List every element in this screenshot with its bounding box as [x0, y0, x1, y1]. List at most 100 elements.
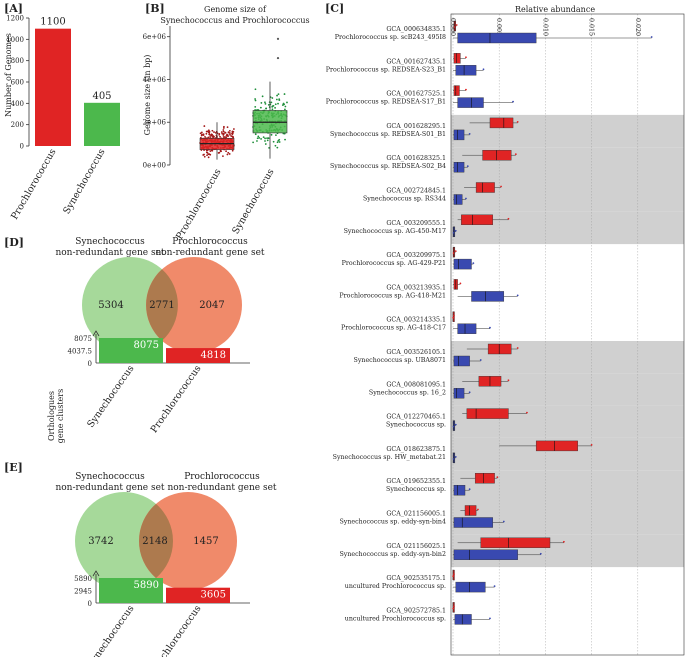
- panel-b-point-synechococcus: [260, 102, 263, 104]
- panel-e-set-b-title: Prochlorococcus: [184, 472, 260, 482]
- panel-b-xtick-label: Synechococcus: [230, 167, 276, 236]
- panel-c-point: [466, 220, 468, 222]
- panel-c-point: [465, 56, 467, 59]
- panel-c-point: [468, 133, 471, 135]
- panel-b-point-synechococcus: [264, 102, 267, 105]
- panel-c-point: [459, 282, 462, 285]
- panel-a-xtick-label: Synechococcus: [61, 147, 107, 216]
- panel-c-point: [454, 167, 457, 169]
- panel-b-point-synechococcus: [264, 137, 266, 140]
- panel-c-point: [502, 520, 505, 523]
- panel-b-point-synechococcus: [278, 141, 281, 143]
- panel-b-point-prochlorococcus: [233, 128, 235, 130]
- panel-c-xtick-label: 0.005: [495, 18, 502, 36]
- panel-b-ytick-label: 0e+00: [143, 162, 166, 170]
- panel-b-point-synechococcus: [264, 101, 266, 104]
- panel-c-point: [454, 90, 456, 93]
- panel-c-box-blue: [453, 194, 463, 205]
- panel-c-box-blue: [455, 65, 477, 76]
- panel-d-label: [D]: [4, 236, 24, 249]
- panel-c-box-blue: [455, 581, 486, 593]
- panel-b-point-synechococcus: [282, 102, 285, 105]
- panel-c-box-red: [466, 408, 509, 419]
- panel-d-set-a-title: Synechococcus: [75, 237, 145, 247]
- panel-c-point: [477, 296, 480, 299]
- panel-b-point-synechococcus: [284, 108, 286, 111]
- venn-bar-synechococcus: [99, 578, 163, 603]
- panel-c-point: [650, 36, 653, 38]
- panel-b-point-synechococcus: [271, 108, 274, 111]
- panel-c-frame: [450, 13, 685, 656]
- panel-c-box-blue: [454, 614, 472, 625]
- panel-b-point-synechococcus: [260, 138, 262, 140]
- panel-b-point-prochlorococcus: [207, 136, 210, 139]
- panel-c-point: [461, 587, 464, 589]
- venn-bars-ytick-label: 0: [88, 360, 92, 368]
- panel-c-genome-name: Prochlorococcus sp. REDSEA-S17_B1: [326, 99, 446, 106]
- panel-c-point: [452, 232, 455, 234]
- panel-b-point-synechococcus: [254, 88, 257, 91]
- panel-b-point-prochlorococcus: [200, 131, 203, 134]
- panel-c-genome-name: Synechococcus sp. UBA8071: [354, 357, 446, 364]
- panel-c-point: [477, 508, 479, 511]
- panel-c-point: [590, 444, 593, 446]
- panel-b-label: [B]: [145, 2, 165, 15]
- panel-d-ylabel-line2: gene clusters: [56, 389, 65, 443]
- panel-c-genome-name: Synechococcus sp. HW_metabat.21: [333, 454, 446, 461]
- panel-a-bar-synechococcus: [84, 102, 120, 146]
- panel-c-genome-id: GCA_021156025.1: [386, 543, 446, 550]
- panel-c-point: [455, 264, 458, 266]
- panel-b-point-prochlorococcus: [208, 130, 211, 133]
- panel-b-point-prochlorococcus: [225, 150, 227, 153]
- panel-b-point-prochlorococcus: [226, 126, 229, 129]
- panel-c-genome-name: Synechococcus sp.: [386, 486, 446, 493]
- panel-b-point-synechococcus: [254, 98, 257, 100]
- panel-c-point: [452, 425, 455, 428]
- panel-c-point: [457, 619, 460, 622]
- panel-b-point-prochlorococcus: [224, 136, 227, 138]
- panel-c-point: [454, 284, 456, 287]
- panel-b-point-synechococcus: [254, 133, 257, 136]
- panel-c-point: [459, 70, 461, 73]
- panel-b-point-synechococcus: [271, 97, 274, 99]
- panel-b-point-synechococcus: [274, 103, 277, 106]
- panel-b-point-prochlorococcus: [222, 130, 225, 133]
- panel-b-point-prochlorococcus: [223, 133, 225, 135]
- panel-a-ylabel: Number of Genomes: [4, 33, 13, 117]
- panel-c-point: [512, 100, 514, 103]
- panel-c-box-red: [475, 182, 495, 193]
- panel-c-box-blue: [457, 323, 477, 334]
- panel-c-genome-name: Prochlorococcus sp. AG-418-M21: [339, 292, 446, 299]
- panel-e-both: 2148: [142, 536, 167, 547]
- panel-c-box-blue: [453, 161, 465, 173]
- panel-c-point: [466, 165, 469, 168]
- panel-c-point: [514, 153, 517, 156]
- panel-c-point: [465, 88, 467, 91]
- panel-b-point-synechococcus: [257, 135, 260, 138]
- panel-e-only-b: 1457: [193, 536, 218, 547]
- venn-bars-ytick-label: 2945: [74, 588, 92, 596]
- venn-bar-prochlorococcus: [166, 348, 230, 363]
- panel-b-outlier: [276, 56, 280, 60]
- panel-c-genome-name: Prochlorococcus sp. scB243_495I8: [335, 34, 446, 41]
- panel-b-point-prochlorococcus: [211, 134, 214, 136]
- panel-b-point-synechococcus: [266, 139, 269, 142]
- panel-b-point-prochlorococcus: [207, 153, 210, 156]
- panel-c-genome-name: Synechococcus sp.: [386, 422, 446, 429]
- panel-c-box-blue: [457, 97, 484, 108]
- panel-d-set-b-title: Prochlorococcus: [172, 237, 248, 247]
- panel-c-genome-name: Prochlorococcus sp. AG-429-P21: [342, 260, 446, 267]
- panel-b-point-prochlorococcus: [208, 133, 211, 136]
- panel-b-point-prochlorococcus: [207, 156, 210, 159]
- panel-d-only-b: 2047: [199, 300, 224, 311]
- panel-c-box-blue: [471, 291, 505, 302]
- panel-c-point: [562, 540, 565, 543]
- panel-b-point-synechococcus: [258, 136, 261, 139]
- panel-b-point-synechococcus: [276, 94, 278, 97]
- panel-c-genome-id: GCA_012270465.1: [386, 414, 446, 421]
- panel-c-highlight-band: [451, 341, 684, 374]
- panel-c-genome-id: GCA_003209555.1: [386, 220, 446, 227]
- panel-b-point-synechococcus: [256, 140, 258, 142]
- panel-c-point: [454, 199, 457, 202]
- panel-c-box-red: [489, 117, 514, 129]
